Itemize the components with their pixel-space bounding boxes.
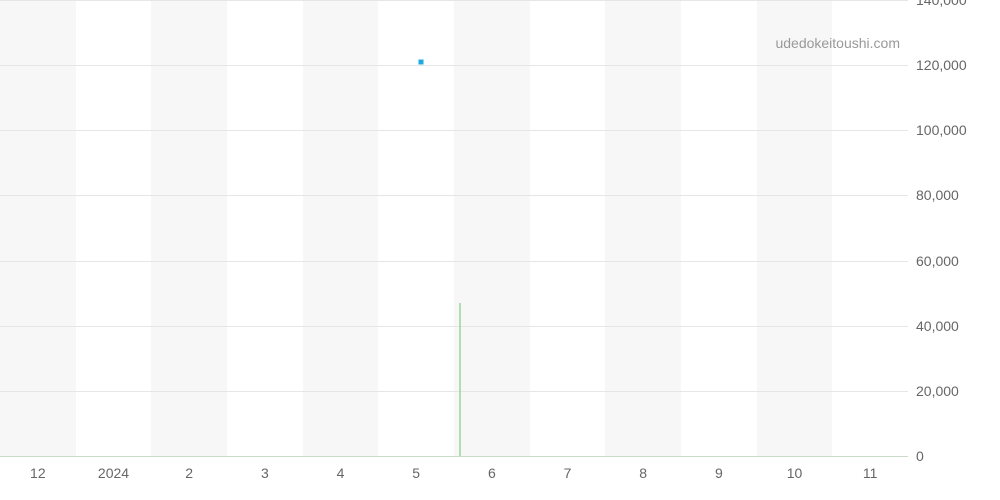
column-band [151,0,227,456]
price-chart: 0 20,000 40,000 60,000 80,000 100,000 120,000 1… [0,0,1000,500]
data-point [419,59,424,64]
x-axis-tick: 4 [337,465,345,481]
baseline [0,456,908,457]
column-band [0,0,76,456]
x-axis-tick: 9 [715,465,723,481]
column-band [757,0,833,456]
x-axis-tick: 11 [863,465,878,481]
gridline [0,195,908,196]
y-axis-tick: 80,000 [916,187,959,203]
column-band [303,0,379,456]
x-axis-tick: 5 [412,465,420,481]
x-axis-tick: 6 [488,465,496,481]
x-axis-tick: 7 [564,465,572,481]
y-axis-tick: 100,000 [916,122,967,138]
x-axis-tick: 2 [185,465,193,481]
gridline [0,0,908,1]
y-axis-tick: 140,000 [916,0,967,8]
gridline [0,391,908,392]
x-axis-tick: 8 [639,465,647,481]
gridline [0,130,908,131]
x-axis-tick: 2024 [98,465,129,481]
y-axis-tick: 20,000 [916,383,959,399]
plot-area [0,0,908,456]
gridline [0,326,908,327]
x-axis-tick: 10 [787,465,803,481]
y-axis-tick: 120,000 [916,57,967,73]
bar [460,303,461,456]
y-axis-tick: 0 [916,448,924,464]
x-axis-tick: 12 [30,465,46,481]
watermark: udedokeitoushi.com [775,35,900,51]
x-axis-tick: 3 [261,465,269,481]
y-axis-tick: 40,000 [916,318,959,334]
gridline [0,261,908,262]
column-band [605,0,681,456]
column-band [454,0,530,456]
y-axis-tick: 60,000 [916,253,959,269]
gridline [0,65,908,66]
